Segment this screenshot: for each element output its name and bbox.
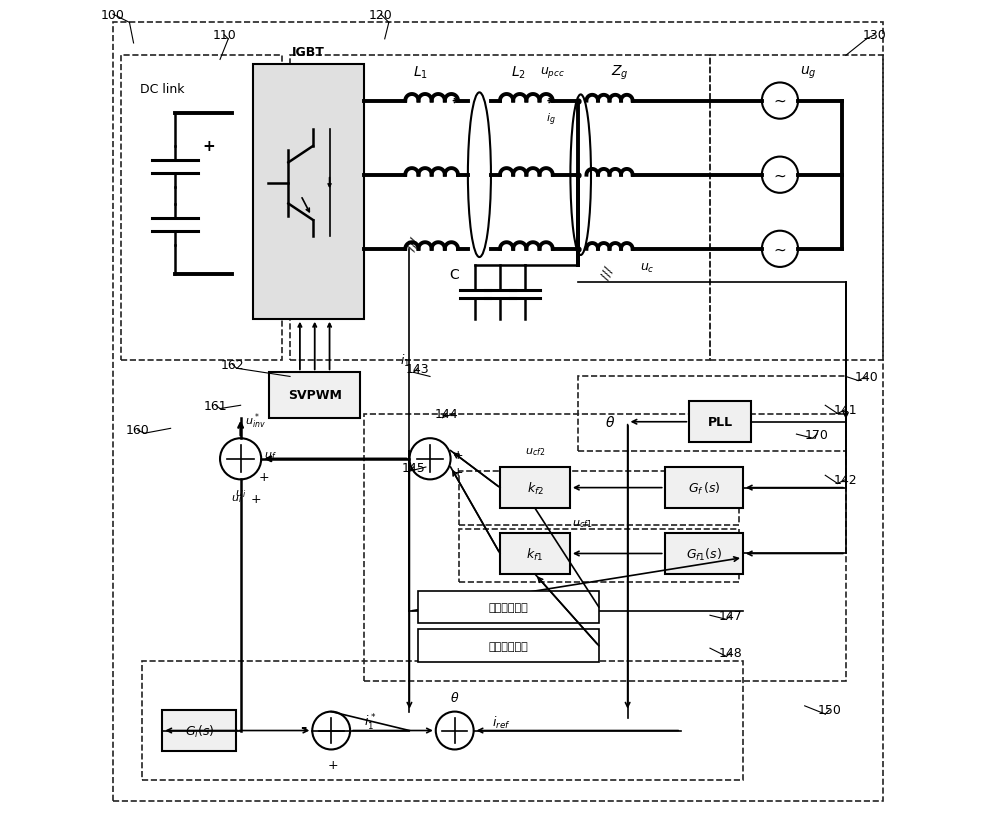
Text: IGBT: IGBT [292, 46, 325, 59]
Text: 143: 143 [406, 363, 429, 375]
Text: $u^*_{inv}$: $u^*_{inv}$ [245, 411, 266, 431]
Text: +: + [452, 449, 463, 462]
Text: $u_i$: $u_i$ [235, 488, 246, 500]
Text: 162: 162 [221, 359, 244, 371]
Text: +: + [250, 492, 261, 505]
Text: +: + [202, 139, 215, 154]
Text: $L_2$: $L_2$ [511, 65, 526, 81]
Text: 148: 148 [719, 646, 742, 659]
Bar [253, 65, 364, 320]
Text: ///: /// [405, 235, 422, 253]
Text: -: - [300, 719, 306, 734]
Bar [418, 629, 599, 662]
Bar [290, 56, 710, 360]
Text: $i_g$: $i_g$ [546, 111, 556, 128]
Text: $k_{f2}$: $k_{f2}$ [527, 480, 543, 496]
Text: 142: 142 [834, 474, 858, 486]
Text: DC link: DC link [140, 83, 185, 95]
Text: $u_f$: $u_f$ [264, 450, 276, 461]
Text: $\theta$: $\theta$ [605, 415, 615, 430]
Text: 170: 170 [805, 428, 829, 441]
Text: 160: 160 [126, 424, 150, 437]
Text: +: + [328, 758, 338, 771]
Text: $Z_g$: $Z_g$ [611, 64, 628, 82]
Text: 频率确定单元: 频率确定单元 [488, 602, 528, 612]
Bar [689, 402, 751, 443]
Text: ~: ~ [774, 94, 786, 109]
Text: 141: 141 [834, 403, 858, 416]
Bar [710, 56, 883, 360]
Bar [269, 373, 360, 418]
Text: $i_{ref}$: $i_{ref}$ [492, 715, 510, 730]
Bar [500, 468, 570, 508]
Text: $u_{pcc}$: $u_{pcc}$ [540, 65, 565, 80]
Text: +: + [452, 465, 463, 478]
Text: $u_{cf2}$: $u_{cf2}$ [525, 445, 545, 458]
Text: 145: 145 [402, 461, 425, 474]
Text: 信号提起单元: 信号提起单元 [488, 641, 528, 651]
Bar [121, 56, 282, 360]
Bar [418, 591, 599, 623]
Text: 120: 120 [369, 8, 392, 22]
Text: 144: 144 [435, 407, 458, 421]
Text: 100: 100 [101, 8, 125, 22]
Text: $u_{cf1}$: $u_{cf1}$ [572, 518, 592, 529]
Text: $u_i$: $u_i$ [231, 492, 242, 504]
Text: $L_1$: $L_1$ [413, 65, 428, 81]
Text: ///: /// [598, 264, 616, 282]
Text: $k_{f1}$: $k_{f1}$ [526, 546, 544, 562]
Text: $i^*_1$: $i^*_1$ [364, 712, 376, 733]
Text: 140: 140 [855, 370, 878, 383]
Bar [459, 529, 739, 583]
Bar [364, 414, 846, 681]
Text: $i_1$: $i_1$ [400, 353, 410, 368]
Bar [162, 710, 236, 751]
Bar [578, 377, 846, 451]
Text: 110: 110 [212, 29, 236, 42]
Bar [500, 533, 570, 575]
Text: SVPWM: SVPWM [288, 389, 342, 402]
Text: 150: 150 [817, 704, 841, 716]
Text: $u_g$: $u_g$ [800, 65, 817, 81]
Bar [459, 472, 739, 525]
Text: 161: 161 [204, 399, 228, 412]
Bar [665, 533, 743, 575]
Text: $G_f\,(s)$: $G_f\,(s)$ [688, 480, 720, 496]
Text: $u_c$: $u_c$ [640, 261, 655, 274]
Bar [665, 468, 743, 508]
Text: ~: ~ [774, 242, 786, 257]
Text: C: C [449, 267, 459, 282]
Text: ~: ~ [774, 168, 786, 183]
Bar [142, 661, 743, 780]
Text: +: + [259, 471, 269, 484]
Text: $G_i(s)$: $G_i(s)$ [185, 723, 214, 739]
Text: 147: 147 [719, 609, 742, 622]
Text: $\theta$: $\theta$ [450, 691, 459, 705]
Text: 130: 130 [863, 29, 887, 42]
Text: $G_{f1}(s)$: $G_{f1}(s)$ [686, 546, 722, 562]
Text: PLL: PLL [708, 416, 733, 429]
